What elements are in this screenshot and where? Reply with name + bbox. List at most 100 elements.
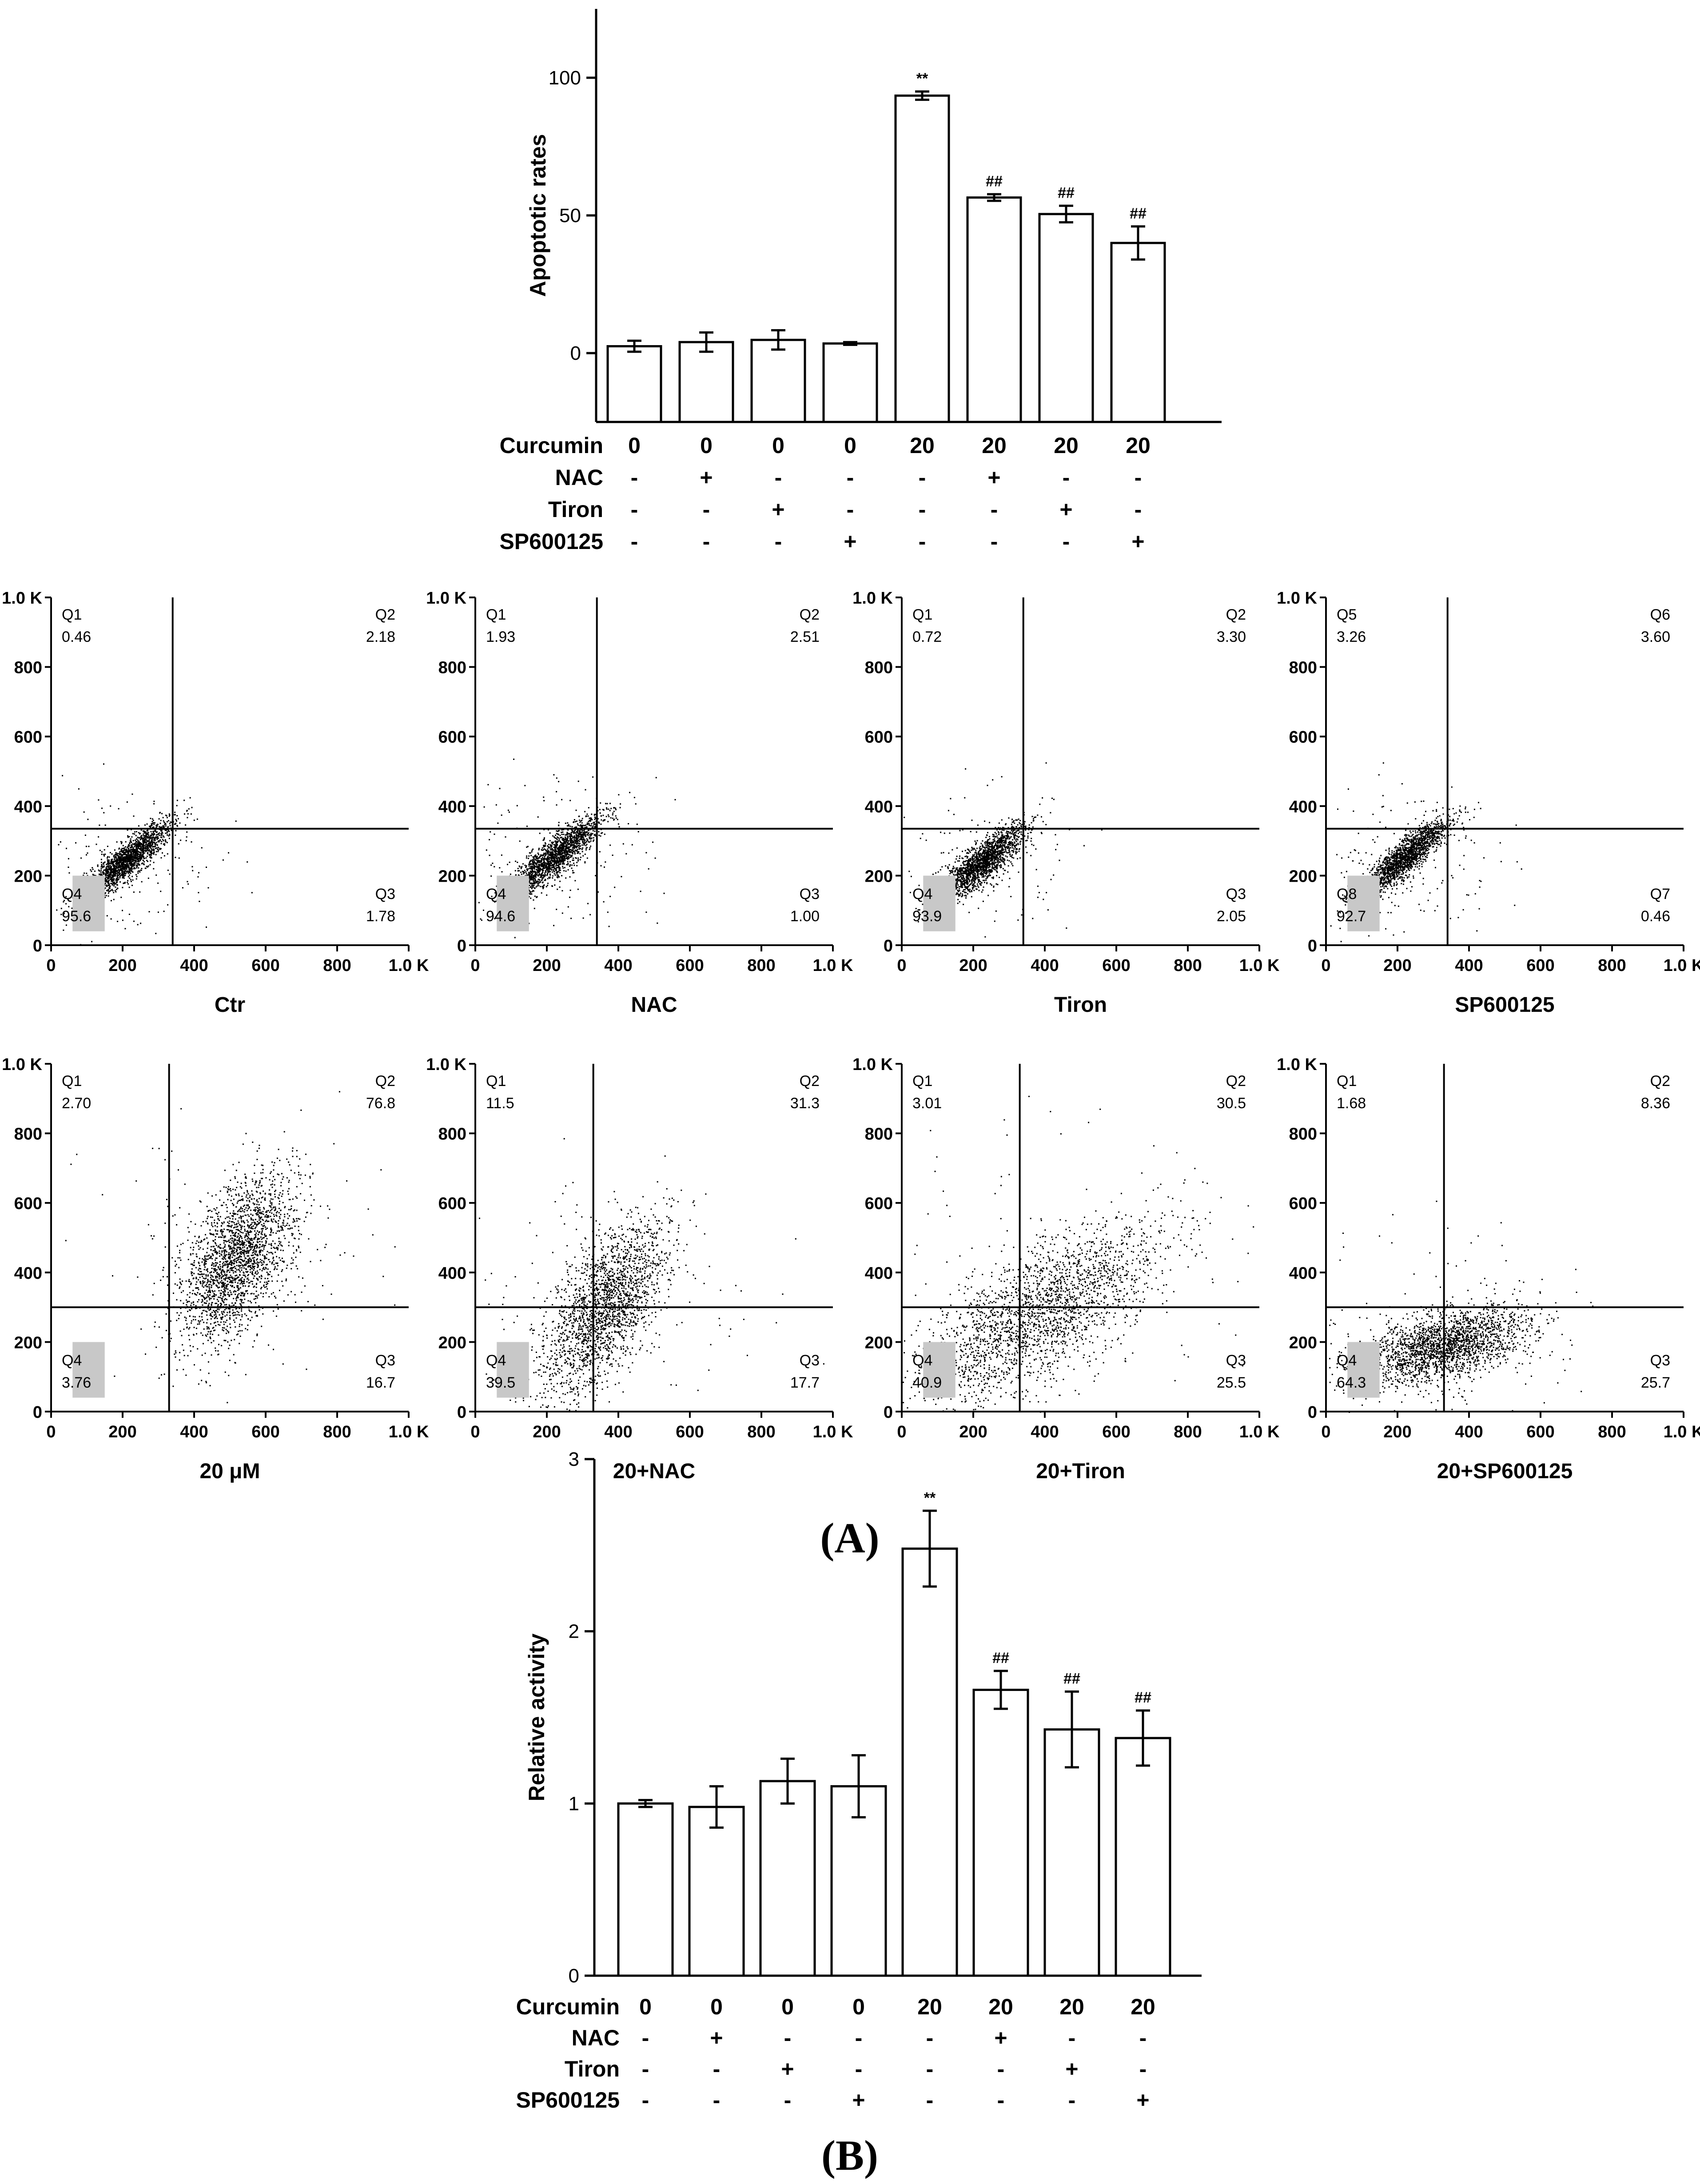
quadrant-name-ul: Q1	[486, 606, 506, 623]
flow-panel: 00 200 200 400 400 600 600 800 800 1.0 K 1.0 K Q1 2.…	[2, 1055, 429, 1483]
y-tick-label: 200	[1289, 867, 1317, 886]
y-tick-label: 800	[1289, 659, 1317, 677]
quadrant-name-ul: Q1	[486, 1073, 506, 1090]
x-tick-label: 200	[533, 1423, 561, 1441]
y-tick-label: 1.0 K	[1277, 589, 1317, 608]
treatment-row-label: Tiron	[565, 2057, 620, 2081]
y-tick-label: 800	[14, 659, 42, 677]
bar	[894, 94, 950, 423]
x-tick-label: 0	[46, 1423, 56, 1441]
quadrant-name-ur: Q2	[800, 606, 820, 623]
flow-panel: 00 200 200 400 400 600 600 800 800 1.0 K 1.0 K Q1 1.…	[426, 589, 853, 1017]
treatment-cell: -	[926, 2057, 934, 2081]
quadrant-value-ul: 11.5	[486, 1095, 514, 1112]
x-tick-label: 800	[1174, 1423, 1202, 1441]
treatment-cell: -	[703, 497, 710, 522]
x-tick-label: 1.0 K	[389, 1423, 429, 1441]
quadrant-name-lr: Q3	[800, 1352, 820, 1369]
treatment-cell: -	[991, 497, 998, 522]
treatment-cell: -	[919, 497, 926, 522]
treatment-cell: 20	[982, 433, 1007, 458]
quadrant-name-lr: Q3	[1226, 886, 1246, 903]
y-tick-label: 400	[1289, 798, 1317, 816]
y-tick-label: 200	[14, 1333, 42, 1352]
x-tick-label: 600	[1102, 956, 1130, 975]
quadrant-value-ur: 3.60	[1641, 629, 1670, 645]
x-tick-label: 600	[676, 956, 704, 975]
quadrant-value-ur: 8.36	[1641, 1095, 1670, 1112]
x-tick-label: 1.0 K	[813, 1423, 853, 1441]
y-tick-label: 1.0 K	[426, 589, 466, 608]
x-tick-label: 0	[1321, 1423, 1330, 1441]
y-tick-label: 400	[865, 1264, 893, 1283]
quadrant-name-ll: Q4	[486, 886, 506, 903]
x-tick-label: 200	[1383, 1423, 1411, 1441]
quadrant-name-ur: Q2	[375, 1073, 395, 1090]
quadrant-value-ll: 95.6	[62, 908, 91, 925]
quadrant-name-ll: Q4	[62, 1352, 82, 1369]
y-tick-label: 400	[14, 798, 42, 816]
x-tick-label: 400	[604, 1423, 632, 1441]
flow-panel: 00 200 200 400 400 600 600 800 800 1.0 K 1.0 K Q1 0.…	[2, 589, 429, 1017]
y-tick-label: 200	[14, 867, 42, 886]
x-tick-label: 1.0 K	[813, 956, 853, 975]
treatment-cell: 0	[710, 1994, 723, 2019]
quadrant-value-ll: 40.9	[912, 1374, 942, 1391]
y-tick-label: 600	[14, 728, 42, 747]
y-tick-label: 400	[438, 798, 466, 816]
treatment-cell: -	[784, 2088, 792, 2112]
bar	[966, 196, 1022, 423]
debris-cluster	[72, 875, 105, 931]
treatment-row-label: Tiron	[548, 497, 603, 522]
bar	[606, 345, 662, 423]
quadrant-value-ll: 3.76	[62, 1374, 91, 1391]
x-tick-label: 400	[180, 956, 208, 975]
y-tick-label: 0	[1308, 1403, 1317, 1422]
treatment-row-label: NAC	[572, 2025, 620, 2050]
y-tick-label: 0	[33, 1403, 42, 1422]
treatment-cell: 20	[1054, 433, 1079, 458]
y-tick-label: 800	[14, 1125, 42, 1144]
bar	[822, 342, 878, 423]
treatment-cell: -	[919, 529, 926, 554]
x-tick-label: 1.0 K	[389, 956, 429, 975]
treatment-cell: +	[781, 2057, 794, 2081]
quadrant-name-lr: Q3	[1650, 1352, 1670, 1369]
quadrant-name-ur: Q2	[1226, 606, 1246, 623]
quadrant-name-ll: Q4	[1337, 1352, 1357, 1369]
quadrant-value-ll: 64.3	[1337, 1374, 1366, 1391]
quadrant-value-ul: 1.68	[1337, 1095, 1366, 1112]
quadrant-value-lr: 25.7	[1641, 1374, 1670, 1391]
significance-mark: **	[916, 70, 928, 87]
quadrant-value-lr: 1.78	[366, 908, 395, 925]
y-tick-label: 600	[1289, 1194, 1317, 1213]
treatment-cell: -	[713, 2057, 721, 2081]
y-tick-label: 50	[559, 205, 581, 227]
x-tick-label: 600	[676, 1423, 704, 1441]
treatment-cell: 0	[628, 433, 641, 458]
treatment-cell: -	[1139, 2057, 1147, 2081]
treatment-cell: -	[1135, 465, 1142, 490]
x-tick-label: 1.0 K	[1664, 956, 1700, 975]
treatment-cell: 0	[700, 433, 713, 458]
quadrant-value-ur: 2.18	[366, 629, 395, 645]
y-tick-label: 200	[1289, 1333, 1317, 1352]
quadrant-value-ul: 3.26	[1337, 629, 1366, 645]
x-tick-label: 1.0 K	[1239, 956, 1280, 975]
x-tick-label: 0	[470, 956, 480, 975]
debris-cluster	[72, 1342, 105, 1398]
x-tick-label: 1.0 K	[1239, 1423, 1280, 1441]
bar	[901, 1547, 958, 1977]
quadrant-name-ll: Q4	[62, 886, 82, 903]
treatment-cell: -	[1068, 2025, 1076, 2050]
y-tick-label: 200	[438, 867, 466, 886]
y-tick-label: 100	[549, 67, 581, 89]
y-tick-label: 1.0 K	[852, 589, 893, 608]
quadrant-name-ur: Q2	[375, 606, 395, 623]
quadrant-name-ll: Q4	[912, 886, 932, 903]
y-tick-label: 800	[438, 659, 466, 677]
x-tick-label: 800	[323, 1423, 351, 1441]
y-tick-label: 600	[438, 728, 466, 747]
quadrant-value-ur: 2.51	[790, 629, 820, 645]
treatment-cell: -	[855, 2025, 863, 2050]
